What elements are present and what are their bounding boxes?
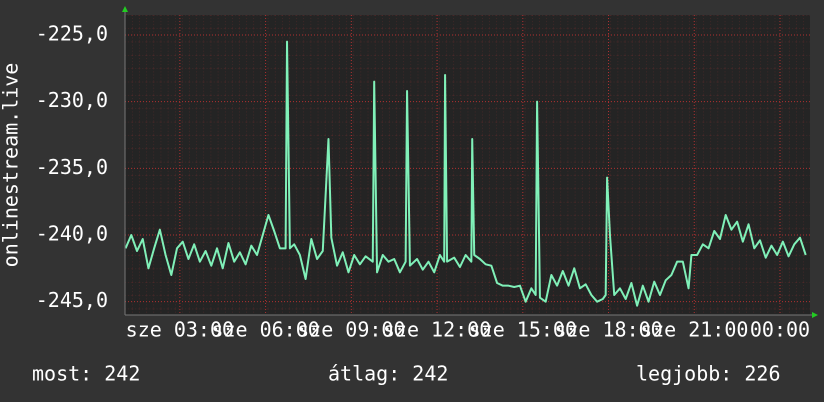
x-tick-label: sze 06:00 [211,318,319,342]
y-axis-label: onlinestream.live [0,63,23,268]
y-tick-label: -235,0 [36,155,108,179]
stat: legjobb: 226 [636,362,781,386]
stat: átlag: 242 [328,362,448,386]
y-tick-label: -225,0 [36,22,108,46]
y-tick-label: -240,0 [36,222,108,246]
x-tick-label: sze 12:00 [383,318,491,342]
plot [124,40,807,307]
x-arrow [812,312,818,318]
x-tick-label: sze 21:00 [640,318,748,342]
data-line [124,40,807,307]
x-tick-label: 00:00 [750,318,810,342]
y-tick-label: -230,0 [36,88,108,112]
x-tick-label: sze 09:00 [297,318,405,342]
x-tick-label: sze 15:00 [469,318,577,342]
x-tick-label: sze 18:00 [554,318,662,342]
y-arrow [122,6,128,12]
minor-grid [125,15,810,315]
y-tick-label: -245,0 [36,288,108,312]
x-tick-label: sze 03:00 [126,318,234,342]
stat: most: 242 [32,362,140,386]
